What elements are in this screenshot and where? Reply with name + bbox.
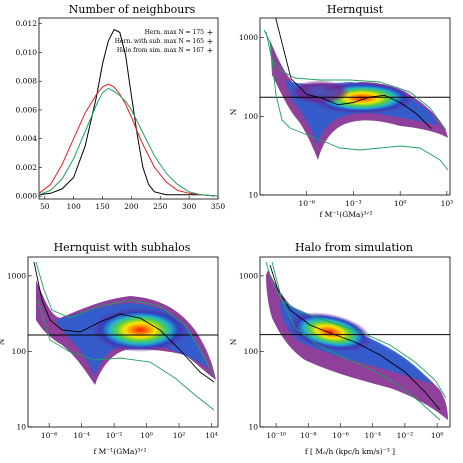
- envelope-line-upper: [265, 31, 447, 131]
- x-tick-label: 350: [211, 202, 226, 211]
- x-tick-label: 10⁻⁴: [364, 431, 381, 440]
- legend-marker-halo-sim: +: [207, 46, 214, 55]
- panel-hernquist-subhalos: Hernquist with subhalos 10⁻⁶ 10⁻⁴ 10⁻² 10⁰ 1…: [0, 241, 219, 456]
- axis-ticks-hernquist: 10⁻⁶ 10⁻³ 10⁰ 10³ 10 100 1000: [239, 33, 453, 208]
- x-axis-label-hernquist-subhalos: f M⁻¹(GMa)³ᐟ²: [94, 447, 147, 456]
- scatter-core-halo: [288, 312, 372, 352]
- x-tick-label: 10⁻⁸: [300, 431, 317, 440]
- plot-frame-hernquist: [259, 17, 451, 196]
- legend-entry-halo-sim: Halo from sim. max N = 167: [117, 47, 204, 54]
- legend-entry-hern-sub: Hern. with sub. max N = 165: [115, 38, 204, 45]
- x-tick-label: 10⁻²: [397, 431, 414, 440]
- y-tick-label: 100: [12, 347, 27, 356]
- panel-halo-simulation: Halo from simulation 10⁻¹⁰ 10⁻⁸ 10⁻⁶ 10⁻⁴ 10…: [229, 241, 451, 456]
- legend-neighbours: Hern. max N = 175 + Hern. with sub. max …: [115, 28, 214, 55]
- x-tick-label: 10⁰: [140, 431, 153, 440]
- y-tick-label: 10: [248, 191, 258, 200]
- legend-entry-hern: Hern. max N = 175: [145, 29, 205, 36]
- y-tick-label: 0.008: [16, 77, 38, 86]
- median-ridge-line: [269, 264, 441, 411]
- x-tick-label: 300: [182, 202, 197, 211]
- series-line: [38, 87, 219, 197]
- series-line: [38, 83, 219, 197]
- y-tick-label: 10: [16, 423, 26, 432]
- x-tick-label: 10⁻⁴: [73, 431, 90, 440]
- y-tick-label: 0.006: [16, 105, 38, 114]
- y-tick-label: 1000: [7, 271, 26, 280]
- y-axis-label-hernquist: N: [229, 108, 238, 115]
- panel-hernquist: Hernquist 10⁻⁶ 10⁻³ 10⁰ 10³ 10 100 1000 f M⁻¹(…: [229, 3, 453, 219]
- axis-ticks-neighbours: 50 100 150 200 250 300 350 0.000 0.002 0.004 0.006…: [16, 19, 226, 211]
- x-tick-label: 10²: [173, 431, 186, 440]
- x-tick-label: 100: [66, 202, 81, 211]
- x-tick-label: 10⁻⁶: [298, 199, 315, 208]
- series-line: [38, 28, 219, 197]
- scatter-core-subhalos: [92, 308, 188, 352]
- y-tick-label: 1000: [239, 271, 258, 280]
- x-axis-label-halo-simulation: f [ Mₒ/h (kpc/h km/s)⁻³ ]: [305, 447, 395, 456]
- series-lines-neighbours: [38, 28, 219, 197]
- x-tick-label: 150: [95, 202, 110, 211]
- profile-lines-hernquist: [260, 18, 450, 171]
- density-cloud-hernquist-subhalos: [36, 280, 216, 385]
- y-tick-label: 1000: [239, 33, 258, 42]
- axis-ticks-halo-simulation: 10⁻¹⁰ 10⁻⁸ 10⁻⁶ 10⁻⁴ 10⁻² 10⁰ 10 100 1000: [239, 271, 443, 440]
- y-tick-label: 0.000: [16, 192, 38, 201]
- x-tick-label: 200: [124, 202, 139, 211]
- envelope-line-lower: [37, 299, 215, 411]
- y-tick-label: 100: [244, 347, 259, 356]
- plot-frame-neighbours: [38, 17, 219, 200]
- y-tick-label: 0.002: [16, 163, 38, 172]
- plot-frame-halo-simulation: [259, 256, 451, 428]
- x-tick-label: 250: [153, 202, 168, 211]
- axis-ticks-hernquist-subhalos: 10⁻⁶ 10⁻⁴ 10⁻² 10⁰ 10² 10⁴ 10 100 1000: [7, 271, 218, 440]
- median-ridge-line: [33, 261, 215, 383]
- x-tick-label: 50: [40, 202, 50, 211]
- envelope-line-upper: [265, 261, 447, 399]
- legend-marker-hern-sub: +: [207, 37, 214, 46]
- y-axis-label-hernquist-subhalos: N: [0, 338, 6, 345]
- x-tick-label: 10⁻⁶: [332, 431, 349, 440]
- x-tick-label: 10⁻³: [345, 199, 362, 208]
- y-tick-label: 0.010: [16, 48, 38, 57]
- median-ridge-line: [275, 18, 432, 129]
- x-tick-label: 10⁻¹⁰: [266, 431, 286, 440]
- profile-lines-hernquist-subhalos: [28, 261, 218, 411]
- x-tick-label: 10⁰: [431, 431, 444, 440]
- x-tick-label: 10⁴: [205, 431, 218, 440]
- density-cloud-hernquist: [270, 40, 448, 160]
- x-tick-label: 10⁻²: [106, 431, 123, 440]
- panel-title-hernquist-subhalos: Hernquist with subhalos: [54, 241, 191, 254]
- envelope-line-upper: [35, 261, 215, 377]
- panel-neighbours: Number of neighbours 50 100 150 200 250 300 35…: [16, 3, 226, 211]
- legend-marker-hern: +: [207, 28, 214, 37]
- x-axis-label-hernquist: f M⁻¹(GMa)³ᐟ²: [320, 210, 373, 219]
- profile-lines-halo-simulation: [260, 261, 450, 421]
- y-tick-label: 0.012: [16, 19, 38, 28]
- x-tick-label: 10⁰: [394, 199, 407, 208]
- y-tick-label: 10: [248, 423, 258, 432]
- envelope-line-lower: [263, 29, 449, 171]
- x-tick-label: 10³: [441, 199, 454, 208]
- plot-frame-hernquist-subhalos: [27, 256, 219, 428]
- envelope-line-lower: [271, 261, 441, 421]
- panel-title-neighbours: Number of neighbours: [69, 3, 196, 16]
- panel-title-halo-simulation: Halo from simulation: [295, 241, 413, 254]
- y-tick-label: 0.004: [16, 134, 38, 143]
- y-axis-label-halo-simulation: N: [229, 338, 238, 345]
- scatter-core2-hernquist: [290, 80, 350, 104]
- density-cloud-halo-simulation: [266, 270, 448, 420]
- x-tick-label: 10⁻⁶: [41, 431, 58, 440]
- y-tick-label: 100: [244, 112, 259, 121]
- panel-title-hernquist: Hernquist: [327, 3, 384, 16]
